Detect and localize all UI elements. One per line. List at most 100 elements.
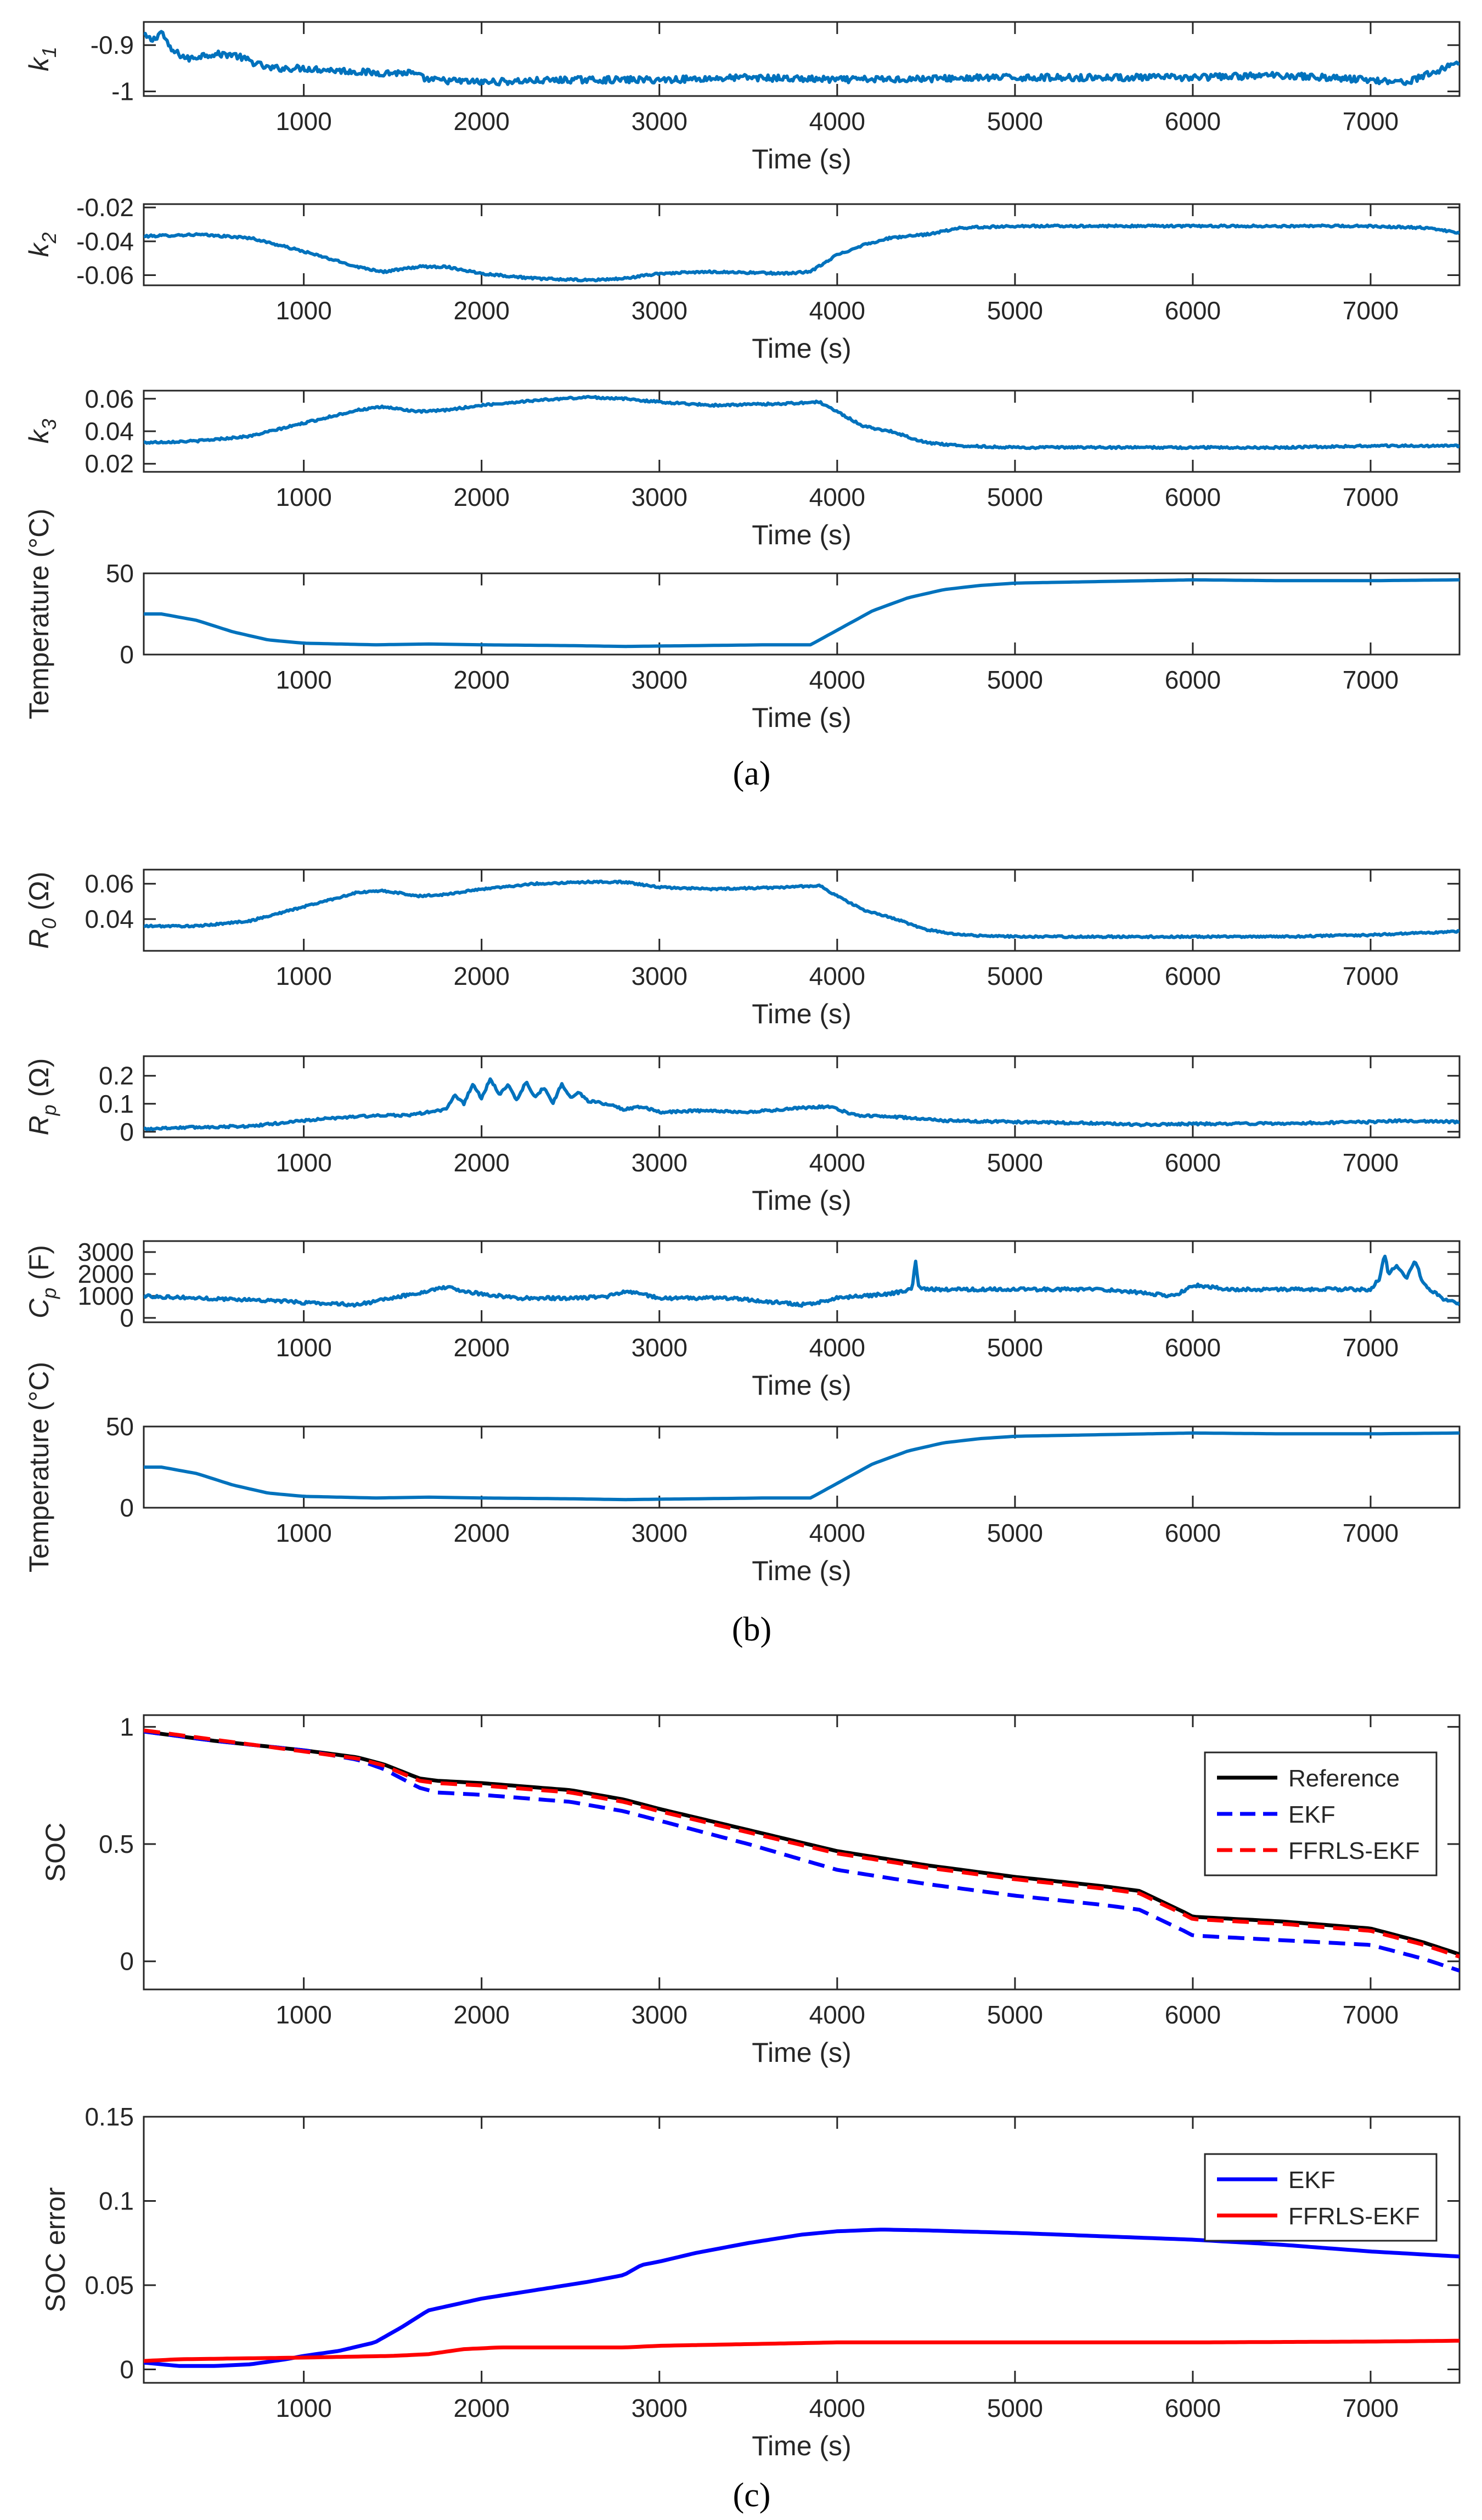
- temp_b-xtick-label: 1000: [275, 1519, 331, 1547]
- k2-xtick-label: 7000: [1343, 296, 1399, 325]
- r0-xtick-label: 4000: [809, 962, 865, 990]
- temp_b-ylabel: Temperature (°C): [24, 1362, 54, 1572]
- temp_a-xtick-label: 3000: [632, 666, 688, 694]
- soc-ylabel: SOC: [40, 1823, 71, 1882]
- k1-ytick-label: -0.9: [91, 31, 134, 59]
- temp_a-xtick-label: 2000: [454, 666, 510, 694]
- temp_b-xlabel: Time (s): [752, 1555, 851, 1586]
- temp_b-xtick-label: 2000: [454, 1519, 510, 1547]
- cp-series-cp: [144, 1254, 1460, 1308]
- r0-axes-box: [143, 869, 1461, 952]
- temp_a-xtick-label: 6000: [1165, 666, 1221, 694]
- temp_a-series-temperature: [144, 578, 1460, 649]
- k3-xtick-label: 7000: [1343, 483, 1399, 511]
- k2-axes-box: [143, 203, 1461, 286]
- temp_a-xtick-label: 7000: [1343, 666, 1399, 694]
- soc_error-xtick-label: 2000: [454, 2394, 510, 2422]
- k2-series-k2: [144, 223, 1460, 283]
- r0-xtick-label: 2000: [454, 962, 510, 990]
- soc-axes-box: [143, 1714, 1461, 1991]
- soc_error-legend: EKF FFRLS-EKF: [1204, 2153, 1438, 2242]
- chart-cp: 1000 2000 3000 4000 5000 6000 7000010002000300…: [24, 1238, 1461, 1401]
- soc-ytick-label: 0: [120, 1947, 134, 1976]
- soc-xtick-label: 3000: [632, 2000, 688, 2029]
- r0-ytick-label: 0.06: [84, 870, 134, 898]
- rp-ytick-label: 0: [120, 1118, 134, 1146]
- k2-ytick-label: -0.06: [76, 261, 134, 290]
- k1-axes-box: [143, 21, 1461, 97]
- soc_error-ytick-label: 0.15: [84, 2102, 134, 2131]
- chart-soc: 1000 2000 3000 4000 5000 6000 7000 0 0.5 1 Time (s…: [40, 1712, 1461, 2068]
- cp-xlabel: Time (s): [752, 1370, 851, 1401]
- cp-xtick-label: 6000: [1165, 1333, 1221, 1362]
- temp_b-series-temperature: [144, 1431, 1460, 1502]
- chart-k2: 1000 2000 3000 4000 5000 6000 7000 -0.06 -0.04 -0…: [24, 193, 1461, 364]
- chart-temp_a: 1000 2000 3000 4000 5000 6000 7000 0 50 Time (s) T…: [24, 509, 1461, 733]
- cp-xtick-label: 7000: [1343, 1333, 1399, 1362]
- k1-xtick-label: 5000: [987, 107, 1043, 136]
- soc_error-xtick-label: 4000: [809, 2394, 865, 2422]
- k2-xtick-label: 2000: [454, 296, 510, 325]
- soc-xtick-label: 1000: [275, 2000, 331, 2029]
- soc_error-xtick-label: 1000: [275, 2394, 331, 2422]
- k1-ylabel: k1: [24, 47, 60, 71]
- k3-ytick-label: 0.06: [84, 385, 134, 413]
- rp-xtick-label: 6000: [1165, 1148, 1221, 1177]
- k1-series-k1: [144, 30, 1460, 87]
- cp-axes-box: [143, 1240, 1461, 1323]
- chart-k3: 1000 2000 3000 4000 5000 6000 7000 0.02 0.04 0.06…: [24, 385, 1461, 550]
- r0-ytick-label: 0.04: [84, 905, 134, 933]
- r0-series-r0: [144, 880, 1460, 939]
- soc_error-xtick-label: 5000: [987, 2394, 1043, 2422]
- k3-xlabel: Time (s): [752, 520, 851, 550]
- soc-series-reference: [144, 1729, 1460, 1957]
- soc_error-legend-label: FFRLS-EKF: [1288, 2203, 1420, 2230]
- soc_error-ytick-label: 0.1: [99, 2186, 134, 2215]
- temp_b-ytick-label: 0: [120, 1493, 134, 1522]
- soc-ytick-label: 1: [120, 1712, 134, 1741]
- k1-xtick-label: 1000: [275, 107, 331, 136]
- rp-xtick-label: 7000: [1343, 1148, 1399, 1177]
- panel-label-c: (c): [733, 2477, 771, 2514]
- cp-ytick-label: 1000: [78, 1282, 134, 1310]
- soc-legend: Reference EKF FFRLS-EKF: [1204, 1751, 1438, 1876]
- chart-rp: 1000 2000 3000 4000 5000 6000 7000 00.10.2 Time …: [24, 1055, 1461, 1216]
- k2-xtick-label: 3000: [632, 296, 688, 325]
- cp-xtick-label: 1000: [275, 1333, 331, 1362]
- rp-xtick-label: 4000: [809, 1148, 865, 1177]
- r0-xtick-label: 7000: [1343, 962, 1399, 990]
- soc-xtick-label: 2000: [454, 2000, 510, 2029]
- temp_b-xtick-label: 4000: [809, 1519, 865, 1547]
- temp_b-ytick-label: 50: [106, 1412, 134, 1441]
- temp_b-xtick-label: 3000: [632, 1519, 688, 1547]
- cp-xtick-label: 3000: [632, 1333, 688, 1362]
- soc_error-ytick-label: 0: [120, 2355, 134, 2383]
- k2-ytick-label: -0.02: [76, 193, 134, 222]
- soc_error-legend-label: EKF: [1288, 2167, 1336, 2194]
- cp-xtick-label: 4000: [809, 1333, 865, 1362]
- temp_b-xtick-label: 7000: [1343, 1519, 1399, 1547]
- soc-xtick-label: 7000: [1343, 2000, 1399, 2029]
- soc_error-ytick-label: 0.05: [84, 2271, 134, 2299]
- cp-xtick-label: 5000: [987, 1333, 1043, 1362]
- rp-xtick-label: 3000: [632, 1148, 688, 1177]
- soc_error-xlabel: Time (s): [752, 2431, 851, 2461]
- r0-xtick-label: 1000: [275, 962, 331, 990]
- k3-ytick-label: 0.02: [84, 449, 134, 478]
- soc-xtick-label: 4000: [809, 2000, 865, 2029]
- temp_a-xtick-label: 1000: [275, 666, 331, 694]
- k1-xtick-label: 7000: [1343, 107, 1399, 136]
- rp-series-rp: [144, 1077, 1460, 1131]
- rp-xtick-label: 1000: [275, 1148, 331, 1177]
- k1-xtick-label: 2000: [454, 107, 510, 136]
- cp-ytick-label: 3000: [78, 1238, 134, 1266]
- temp_a-xtick-label: 5000: [987, 666, 1043, 694]
- soc-xtick-label: 5000: [987, 2000, 1043, 2029]
- soc_error-xtick-label: 3000: [632, 2394, 688, 2422]
- soc_error-ylabel: SOC error: [40, 2188, 71, 2313]
- soc-legend-label: FFRLS-EKF: [1288, 1837, 1420, 1864]
- rp-xlabel: Time (s): [752, 1185, 851, 1216]
- k1-xtick-label: 4000: [809, 107, 865, 136]
- temp_a-ylabel: Temperature (°C): [24, 509, 54, 719]
